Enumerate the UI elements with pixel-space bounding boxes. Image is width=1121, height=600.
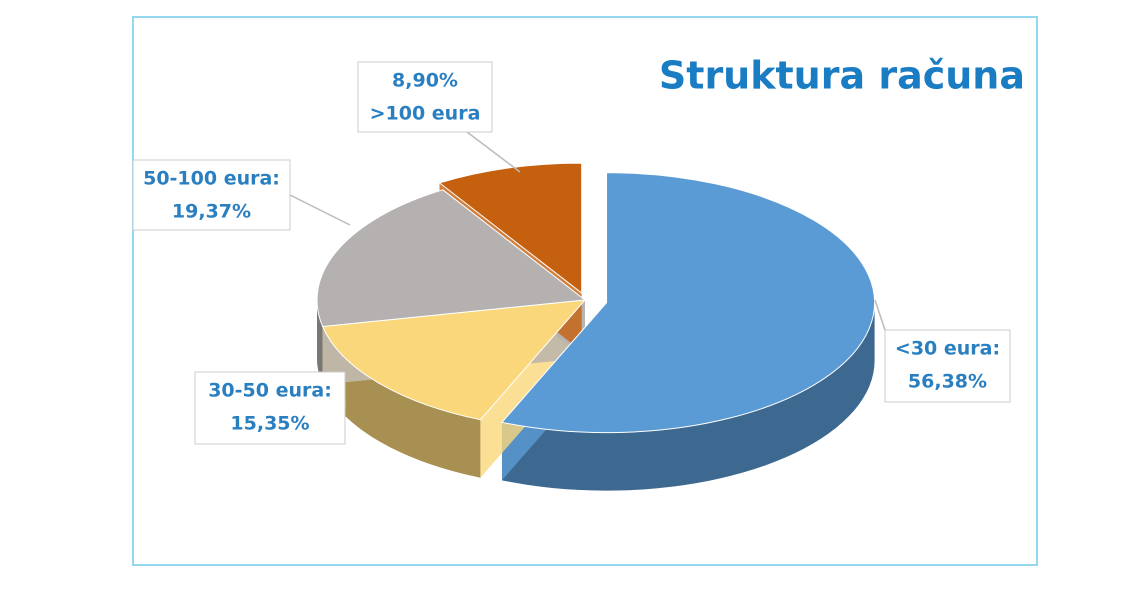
slice-side-shade bbox=[322, 326, 481, 478]
data-label: 19,37% bbox=[172, 201, 251, 223]
label-box bbox=[194, 371, 346, 445]
category-label: 30-50 eura: bbox=[208, 380, 332, 402]
labels: <30 eura: 56,38% 30-50 eura: 15,35% 50-100 e… bbox=[132, 61, 1011, 445]
slice-side bbox=[322, 326, 481, 478]
label-box bbox=[884, 329, 1011, 403]
slice-side bbox=[501, 302, 875, 491]
data-label: 56,38% bbox=[908, 371, 987, 393]
slice bbox=[501, 172, 876, 434]
category-label: 50-100 eura: bbox=[143, 168, 280, 190]
data-label: 8,90% bbox=[392, 70, 458, 92]
data-label: 15,35% bbox=[230, 413, 309, 435]
label-box bbox=[357, 61, 493, 133]
leader-line bbox=[466, 131, 521, 173]
slice-side-shade bbox=[317, 300, 323, 385]
slice bbox=[321, 299, 587, 421]
category-label: <30 eura: bbox=[895, 338, 1000, 360]
slice bbox=[438, 162, 583, 295]
slice bbox=[316, 189, 587, 328]
slice-side bbox=[317, 300, 323, 385]
category-label: >100 eura bbox=[370, 103, 481, 125]
pie bbox=[316, 162, 876, 491]
leader-line bbox=[874, 299, 886, 331]
chart-title: Struktura računa bbox=[659, 54, 1025, 98]
label-box bbox=[132, 159, 291, 231]
leader-line bbox=[289, 194, 351, 226]
slice-side-shade bbox=[501, 302, 875, 491]
